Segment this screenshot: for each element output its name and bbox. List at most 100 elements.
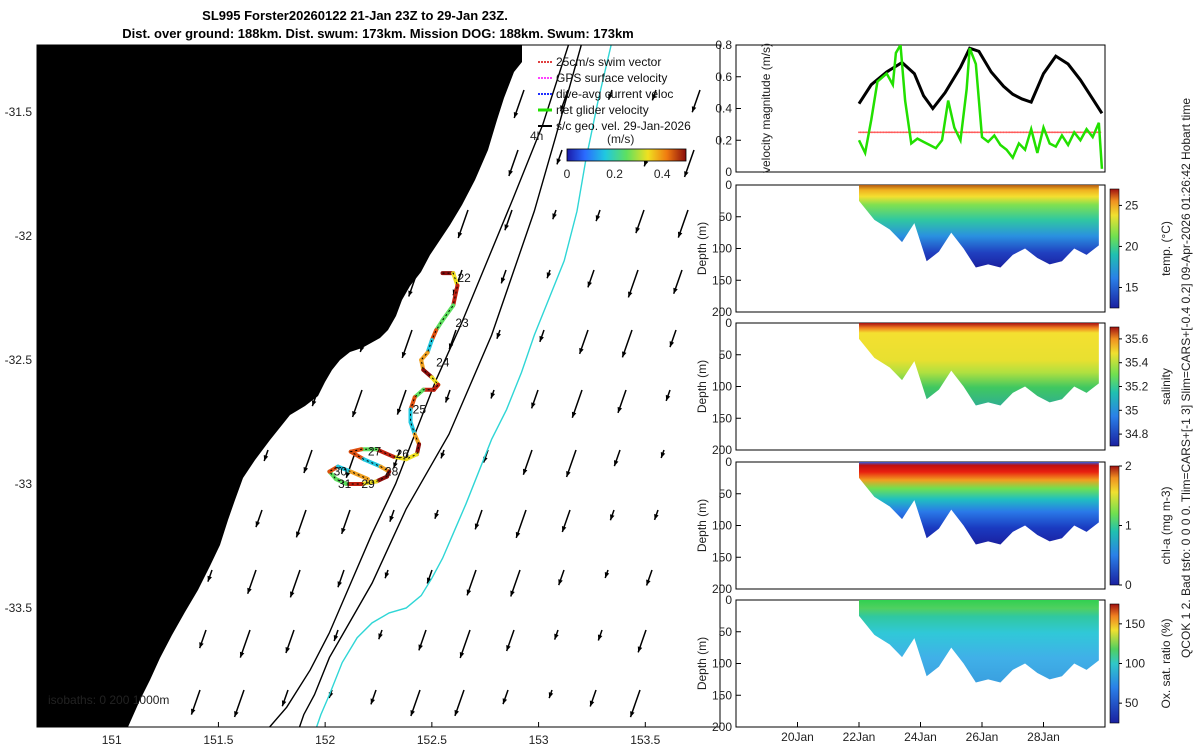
time-ticklabel: 26Jan — [966, 730, 999, 744]
swim-dot — [924, 131, 927, 134]
current-vector-head — [635, 227, 640, 234]
swim-dot — [873, 131, 876, 134]
speed-colorbar-ticks: 0 0.2 0.4 — [564, 167, 671, 181]
current-vector-head — [508, 169, 513, 176]
current-vector-head — [382, 152, 388, 159]
section-colorbar — [1109, 326, 1120, 447]
current-vector-head — [434, 512, 439, 519]
current-vector-head — [472, 104, 477, 111]
current-vector-head — [253, 102, 258, 108]
current-vector-head — [630, 711, 635, 718]
colorbar-label: temp. (°C) — [1159, 221, 1173, 276]
map-legend: 25cm/s swim vector GPS surface velocity … — [538, 55, 691, 133]
current-vector-head — [610, 514, 615, 521]
day-label-26: 26 — [396, 447, 410, 461]
velocity-yticklabel: 0.4 — [715, 102, 732, 116]
swim-dot — [1068, 131, 1071, 134]
depth-axis-label: Depth (m) — [695, 360, 709, 413]
current-vector-head — [566, 470, 571, 477]
lat-ticklabel: -31.5 — [5, 105, 33, 119]
lat-ticklabel: -33.5 — [5, 601, 33, 615]
current-vector-head — [539, 335, 544, 342]
swim-dot — [953, 131, 956, 134]
current-vector-head — [587, 281, 592, 288]
swim-dot — [1062, 131, 1065, 134]
lon-ticklabel: 151 — [102, 733, 122, 747]
lon-ticklabel: 153.5 — [630, 733, 660, 747]
swim-dot — [1008, 131, 1011, 134]
lon-ticklabel: 152.5 — [417, 733, 447, 747]
current-vector-head — [677, 231, 683, 238]
swim-dot — [902, 131, 905, 134]
land-mass — [37, 45, 522, 727]
colorbar-ticklabel: 100 — [1125, 657, 1145, 671]
colorbar-ticklabel: 35.4 — [1125, 356, 1149, 370]
current-vector-head — [335, 160, 341, 167]
lon-ticklabel: 152 — [315, 733, 335, 747]
day-label-29: 29 — [361, 477, 375, 491]
swim-dot — [976, 131, 979, 134]
swim-dot — [862, 131, 865, 134]
swim-dot — [970, 131, 973, 134]
section-data-area — [859, 462, 1099, 545]
colorbar-ticklabel: 50 — [1125, 696, 1139, 710]
swim-dot — [973, 131, 976, 134]
current-vector-head — [595, 215, 601, 222]
current-vector-head — [684, 171, 689, 178]
swim-dot — [1019, 131, 1022, 134]
current-vector-head — [513, 111, 519, 118]
swim-dot — [931, 131, 934, 134]
current-vector-head — [474, 523, 480, 530]
current-vector-head — [333, 635, 339, 642]
swim-dot — [974, 131, 977, 134]
current-vector-head — [432, 93, 437, 100]
current-vector-head — [393, 462, 398, 469]
swim-dot — [994, 131, 997, 134]
swim-dot — [933, 131, 936, 134]
velocity-yticklabel: 0.2 — [715, 133, 732, 147]
current-vector-head — [506, 645, 511, 652]
velocity-panel: 0 0.2 0.4 0.6 0.8 velocity magnitude (m/s) — [715, 38, 1106, 179]
arrow-time-label: 4h — [530, 129, 543, 143]
swim-dot — [890, 131, 893, 134]
swim-dot — [999, 131, 1002, 134]
swim-dot — [896, 131, 899, 134]
swim-dot — [1025, 131, 1028, 134]
current-vector-head — [410, 710, 415, 717]
current-vector-head — [466, 589, 472, 596]
swim-dot — [967, 131, 970, 134]
swim-dot — [1047, 131, 1050, 134]
isobaths-label: isobaths: 0 200 1000m — [48, 693, 169, 707]
swim-dot — [899, 131, 902, 134]
depth-ticklabel: 200 — [712, 443, 732, 457]
swim-dot — [987, 131, 990, 134]
swim-dot — [864, 131, 867, 134]
swim-dot — [875, 131, 877, 134]
time-ticklabel: 20Jan — [781, 730, 814, 744]
figure-title-line1: SL995 Forster20260122 21-Jan 23Z to 29-J… — [202, 8, 508, 23]
current-vector-head — [643, 160, 649, 167]
current-vector-head — [263, 454, 269, 461]
current-vector-head — [500, 277, 506, 284]
day-label-25: 25 — [413, 403, 427, 417]
current-vector-head — [522, 468, 528, 475]
swim-dot — [913, 131, 916, 134]
current-vector-head — [558, 579, 563, 586]
section-colorbar — [1109, 188, 1120, 309]
colorbar-ticklabel: 35.6 — [1125, 332, 1149, 346]
current-vector-head — [408, 290, 413, 297]
current-vector-head — [464, 169, 469, 176]
swim-dot — [1057, 131, 1060, 134]
current-vector-head — [691, 106, 697, 113]
swim-dot — [1059, 131, 1062, 134]
current-vector-head — [589, 700, 595, 707]
section-panel-4: 0 50 100 150 200 Depth (m) 50 100 150 Ox. sat. ra… — [695, 593, 1173, 734]
swim-dot — [1018, 131, 1020, 134]
current-vector-head — [579, 347, 584, 354]
swim-dot — [1050, 131, 1053, 134]
swim-dot — [996, 131, 999, 134]
current-vector-head — [608, 93, 613, 100]
legend-swim-vector: 25cm/s swim vector — [556, 55, 661, 69]
current-vector-head — [531, 402, 536, 409]
current-vector-head — [296, 531, 301, 538]
